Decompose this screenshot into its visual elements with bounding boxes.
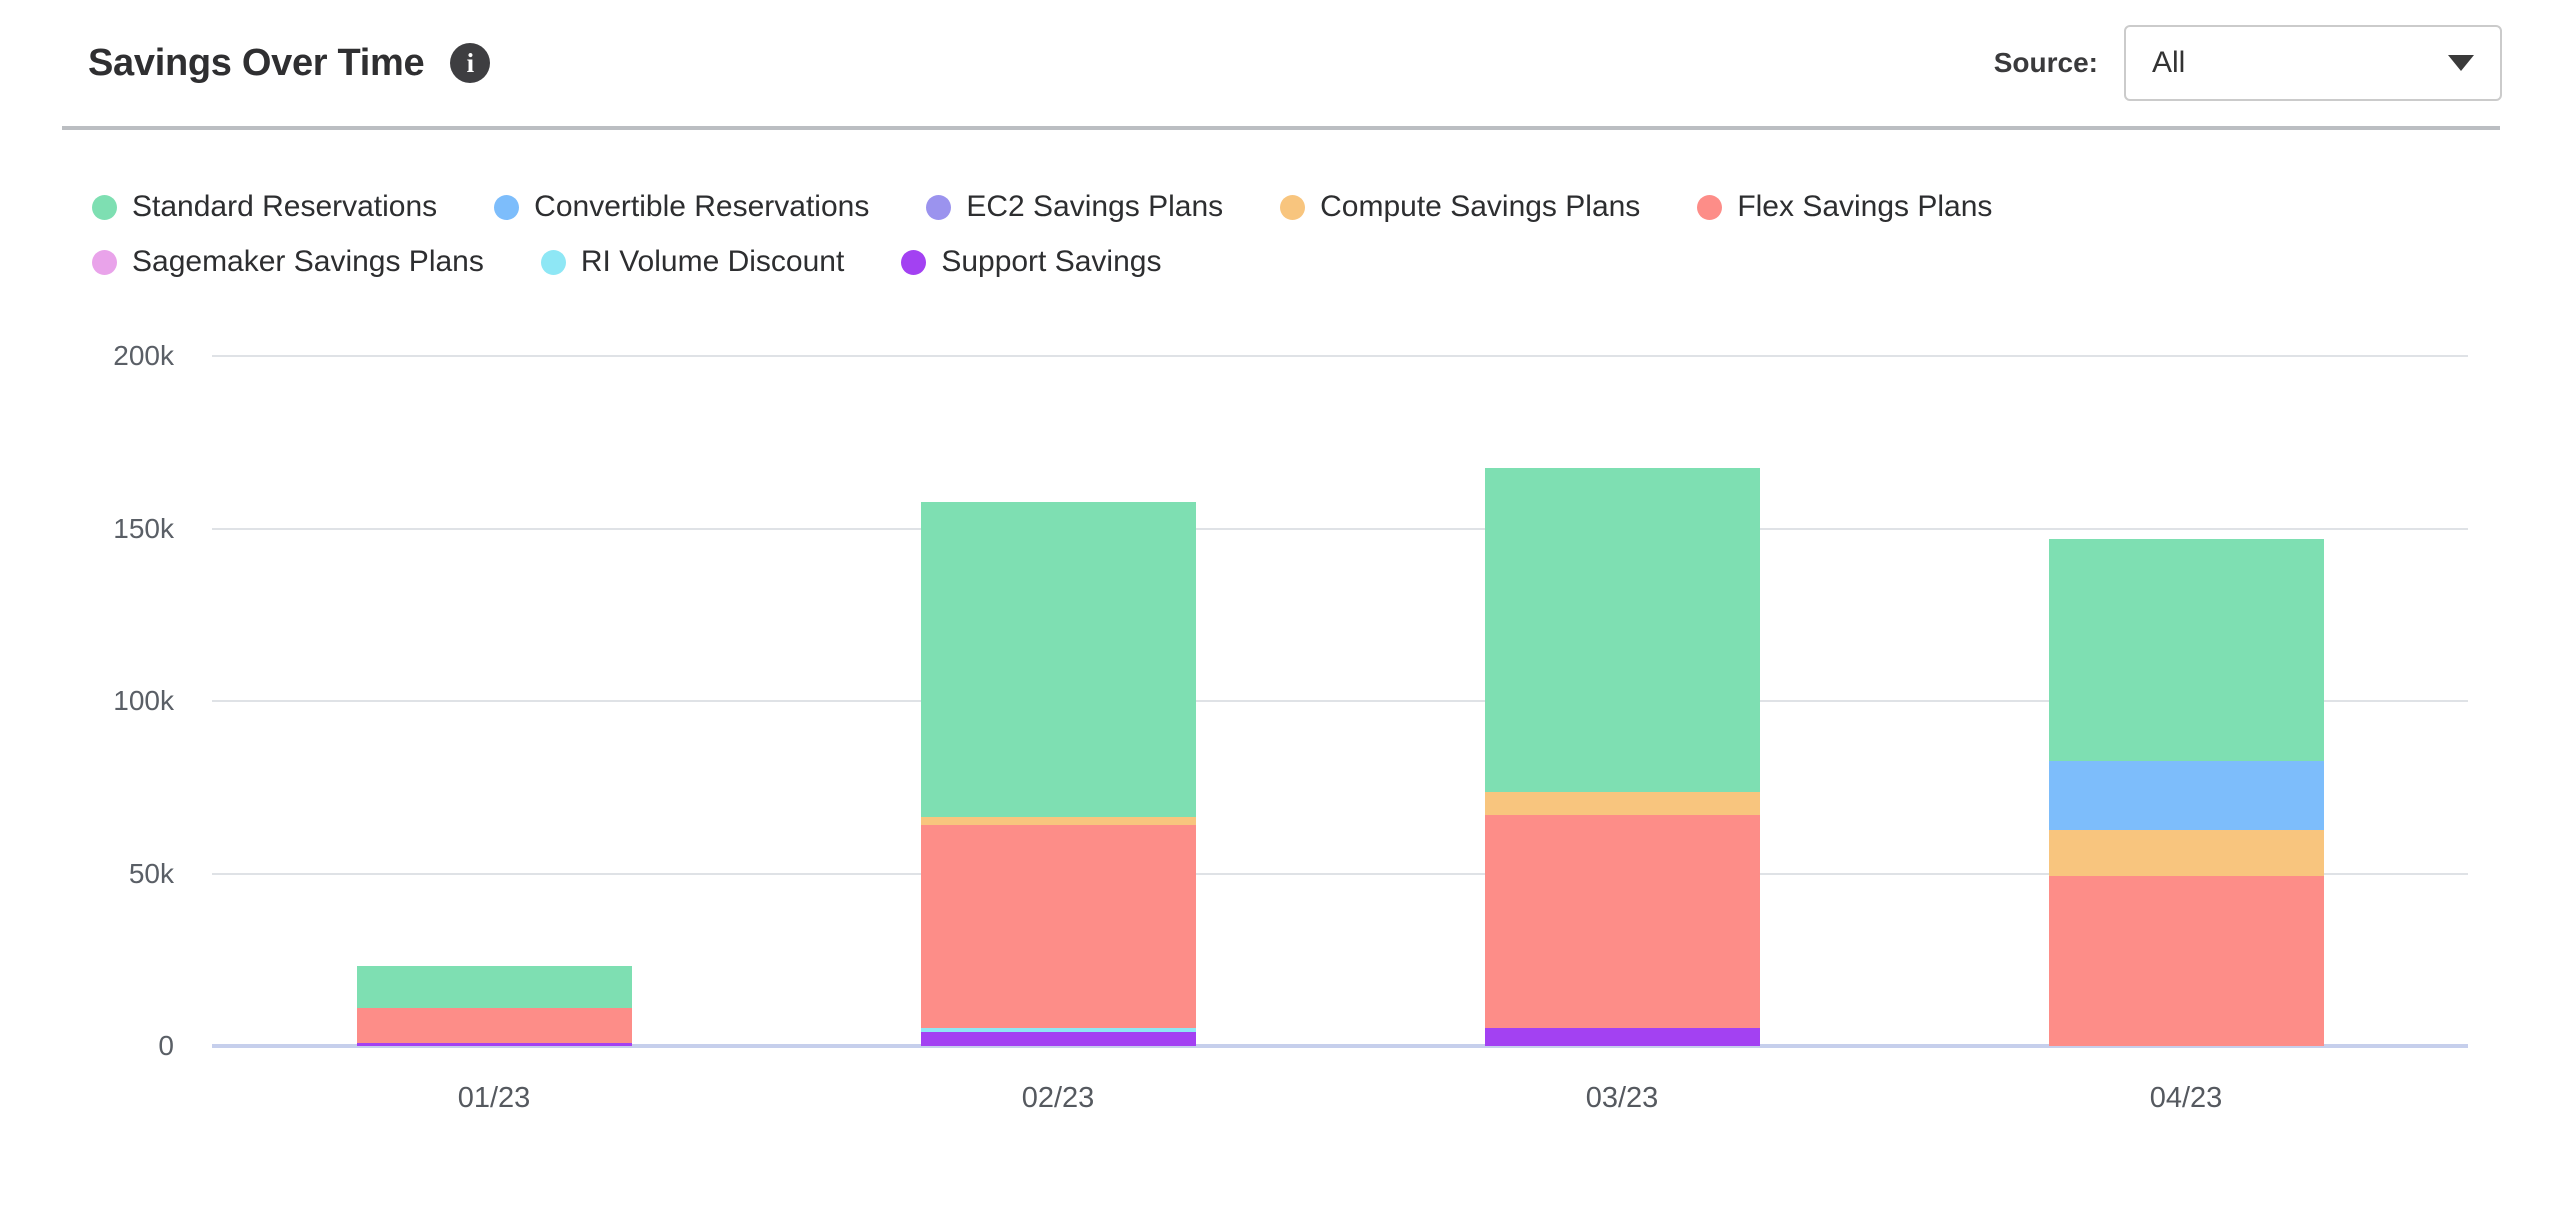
- legend-item-label: EC2 Savings Plans: [966, 190, 1224, 223]
- bar-segment[interactable]: [920, 1028, 1196, 1033]
- gridline: [212, 700, 2468, 702]
- bar-segment[interactable]: [1484, 468, 1760, 793]
- bar-segment[interactable]: [2048, 761, 2324, 831]
- legend-item-label: Standard Reservations: [132, 190, 438, 223]
- bar-segment[interactable]: [1484, 815, 1760, 1029]
- bar-segment[interactable]: [1484, 1028, 1760, 1046]
- legend-dot-icon: [1280, 194, 1306, 220]
- info-icon[interactable]: i: [450, 43, 491, 83]
- legend-item-label: Convertible Reservations: [534, 190, 870, 223]
- y-axis-tick-label: 0: [158, 1030, 174, 1061]
- legend-item-2[interactable]: EC2 Savings Plans: [926, 190, 1223, 224]
- header-divider: [62, 126, 2500, 130]
- legend-dot-icon: [494, 194, 520, 220]
- page-title: Savings Over Time: [88, 41, 425, 84]
- bar-segment[interactable]: [920, 1032, 1196, 1046]
- legend-item-5[interactable]: Sagemaker Savings Plans: [92, 245, 484, 279]
- legend-item-1[interactable]: Convertible Reservations: [494, 190, 869, 224]
- chart-legend: Standard Reservations Convertible Reserva…: [92, 190, 2192, 279]
- source-dropdown[interactable]: All: [2124, 25, 2502, 101]
- legend-item-label: RI Volume Discount: [580, 245, 845, 278]
- legend-dot-icon: [1697, 194, 1723, 220]
- legend-item-label: Sagemaker Savings Plans: [132, 245, 484, 278]
- gridline: [212, 355, 2468, 357]
- legend-dot-icon: [92, 249, 117, 275]
- legend-dot-icon: [540, 249, 566, 275]
- legend-item-6[interactable]: RI Volume Discount: [540, 245, 845, 279]
- legend-item-label: Flex Savings Plans: [1737, 190, 1993, 223]
- bar-segment[interactable]: [1484, 792, 1760, 816]
- card-header: Savings Over Time i Source: All: [0, 0, 2562, 126]
- x-axis-tick-label: 02/23: [1021, 1082, 1095, 1114]
- gridline: [212, 527, 2468, 530]
- legend-item-3[interactable]: Compute Savings Plans: [1280, 190, 1640, 224]
- legend-item-label: Support Savings: [941, 245, 1162, 278]
- bar-segment[interactable]: [356, 966, 632, 1009]
- legend-dot-icon: [92, 194, 117, 220]
- x-axis-line: [212, 1044, 2468, 1048]
- y-axis-tick-label: 50k: [128, 857, 174, 889]
- x-axis-tick-label: 04/23: [2149, 1082, 2223, 1114]
- legend-item-4[interactable]: Flex Savings Plans: [1697, 190, 1992, 224]
- bar-segment[interactable]: [920, 816, 1196, 826]
- y-axis-tick-label: 100k: [113, 685, 174, 716]
- chevron-down-icon: [2448, 55, 2474, 71]
- bar-segment[interactable]: [920, 501, 1196, 817]
- bar-segment[interactable]: [356, 1042, 632, 1046]
- legend-item-7[interactable]: Support Savings: [901, 245, 1161, 279]
- legend-dot-icon: [901, 249, 927, 275]
- bar-segment[interactable]: [920, 825, 1196, 1029]
- bar-segment[interactable]: [2048, 830, 2324, 876]
- y-axis-tick-label: 150k: [113, 512, 174, 544]
- bar-segment[interactable]: [2048, 875, 2324, 1046]
- legend-item-label: Compute Savings Plans: [1320, 190, 1641, 223]
- bar-segment[interactable]: [356, 1008, 632, 1043]
- source-label: Source:: [1993, 47, 2098, 78]
- y-axis-tick-label: 200k: [113, 340, 174, 371]
- legend-item-0[interactable]: Standard Reservations: [92, 190, 437, 224]
- x-axis-tick-label: 03/23: [1585, 1082, 1659, 1114]
- source-dropdown-value: All: [2152, 46, 2186, 79]
- bar-segment[interactable]: [2048, 538, 2324, 762]
- x-axis-tick-label: 01/23: [457, 1082, 531, 1114]
- gridline: [212, 872, 2468, 875]
- legend-dot-icon: [926, 194, 952, 220]
